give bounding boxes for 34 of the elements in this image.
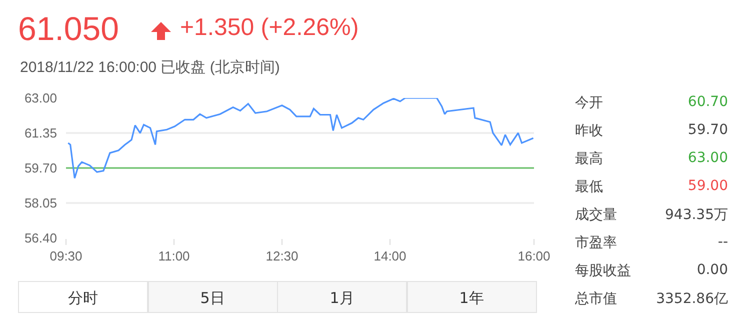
text: 最高 (575, 150, 603, 168)
text: +1.350 (+2.26%) (180, 14, 359, 42)
y-tick-label: 61.35 (24, 126, 57, 141)
line-series (67, 98, 534, 179)
text: 943.35万 (665, 206, 728, 224)
text: 1月 (277, 281, 407, 313)
x-tick-label: 14:00 (374, 248, 406, 264)
text: 3352.86亿 (656, 290, 728, 308)
text: 60.70 (688, 94, 728, 110)
x-tick-label: 11:00 (158, 248, 190, 264)
y-tick-label: 56.40 (24, 230, 57, 246)
text: 总市值 (575, 290, 617, 308)
text: 5日 (148, 281, 278, 313)
text: 59.00 (688, 178, 728, 194)
text: 0.00 (696, 262, 728, 278)
y-tick-label: 59.70 (24, 160, 57, 176)
text: 成交量 (575, 206, 617, 224)
text: 63.00 (688, 150, 728, 166)
chart-subtitle: 2018/11/22 16:00:00 已收盘 (北京时间) (20, 58, 280, 77)
x-tick-label: 09:30 (50, 248, 82, 264)
text: 昨收 (575, 122, 603, 140)
text: 最低 (575, 178, 603, 196)
text: 1年 (406, 281, 536, 313)
x-tick-label: 12:30 (266, 248, 298, 264)
x-tick-label: 16:00 (518, 248, 550, 264)
text: 今开 (575, 94, 603, 112)
text: 每股收益 (575, 262, 631, 280)
y-tick-label: 58.05 (24, 196, 57, 211)
text: 市盈率 (575, 234, 617, 252)
text: 59.70 (688, 122, 728, 138)
chart-title: 61.050 (18, 10, 119, 48)
y-tick-label: 63.00 (24, 90, 57, 106)
text: -- (718, 234, 728, 250)
text: 分时 (18, 281, 148, 313)
